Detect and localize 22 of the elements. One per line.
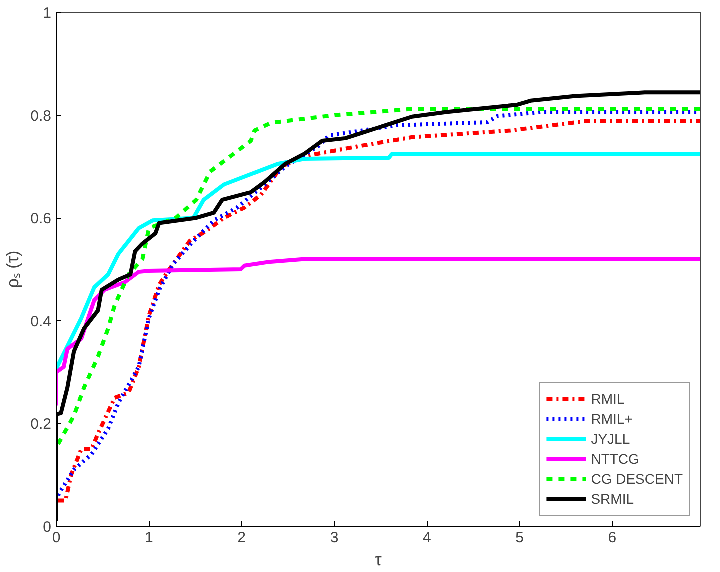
legend-label: SRMIL — [591, 491, 634, 507]
x-axis-title: τ — [375, 550, 382, 570]
y-tick-label: 1 — [43, 5, 52, 22]
y-tick-label: 0.2 — [30, 416, 52, 434]
y-axis-title: ρₛ (τ) — [4, 250, 23, 288]
x-tick-label: 3 — [330, 530, 339, 546]
legend-label: RMIL — [591, 391, 625, 407]
x-tick-label: 2 — [238, 530, 246, 546]
y-tick-label: 0 — [43, 519, 52, 536]
legend-label: NTTCG — [591, 451, 640, 467]
x-tick-label: 5 — [516, 530, 524, 546]
y-tick-label: 0.4 — [30, 313, 52, 330]
line-series — [56, 152, 700, 371]
legend-label: JYJLL — [591, 431, 630, 447]
legend-label: CG DESCENT — [591, 471, 683, 487]
x-tick-label: 6 — [608, 530, 617, 546]
x-tick-label: 1 — [144, 530, 154, 546]
x-tick-label: 4 — [422, 530, 432, 546]
y-tick-label: 0.6 — [30, 210, 52, 228]
y-tick-label: 0.8 — [30, 108, 52, 125]
line-series — [56, 257, 700, 408]
legend-label: RMIL+ — [591, 411, 633, 427]
